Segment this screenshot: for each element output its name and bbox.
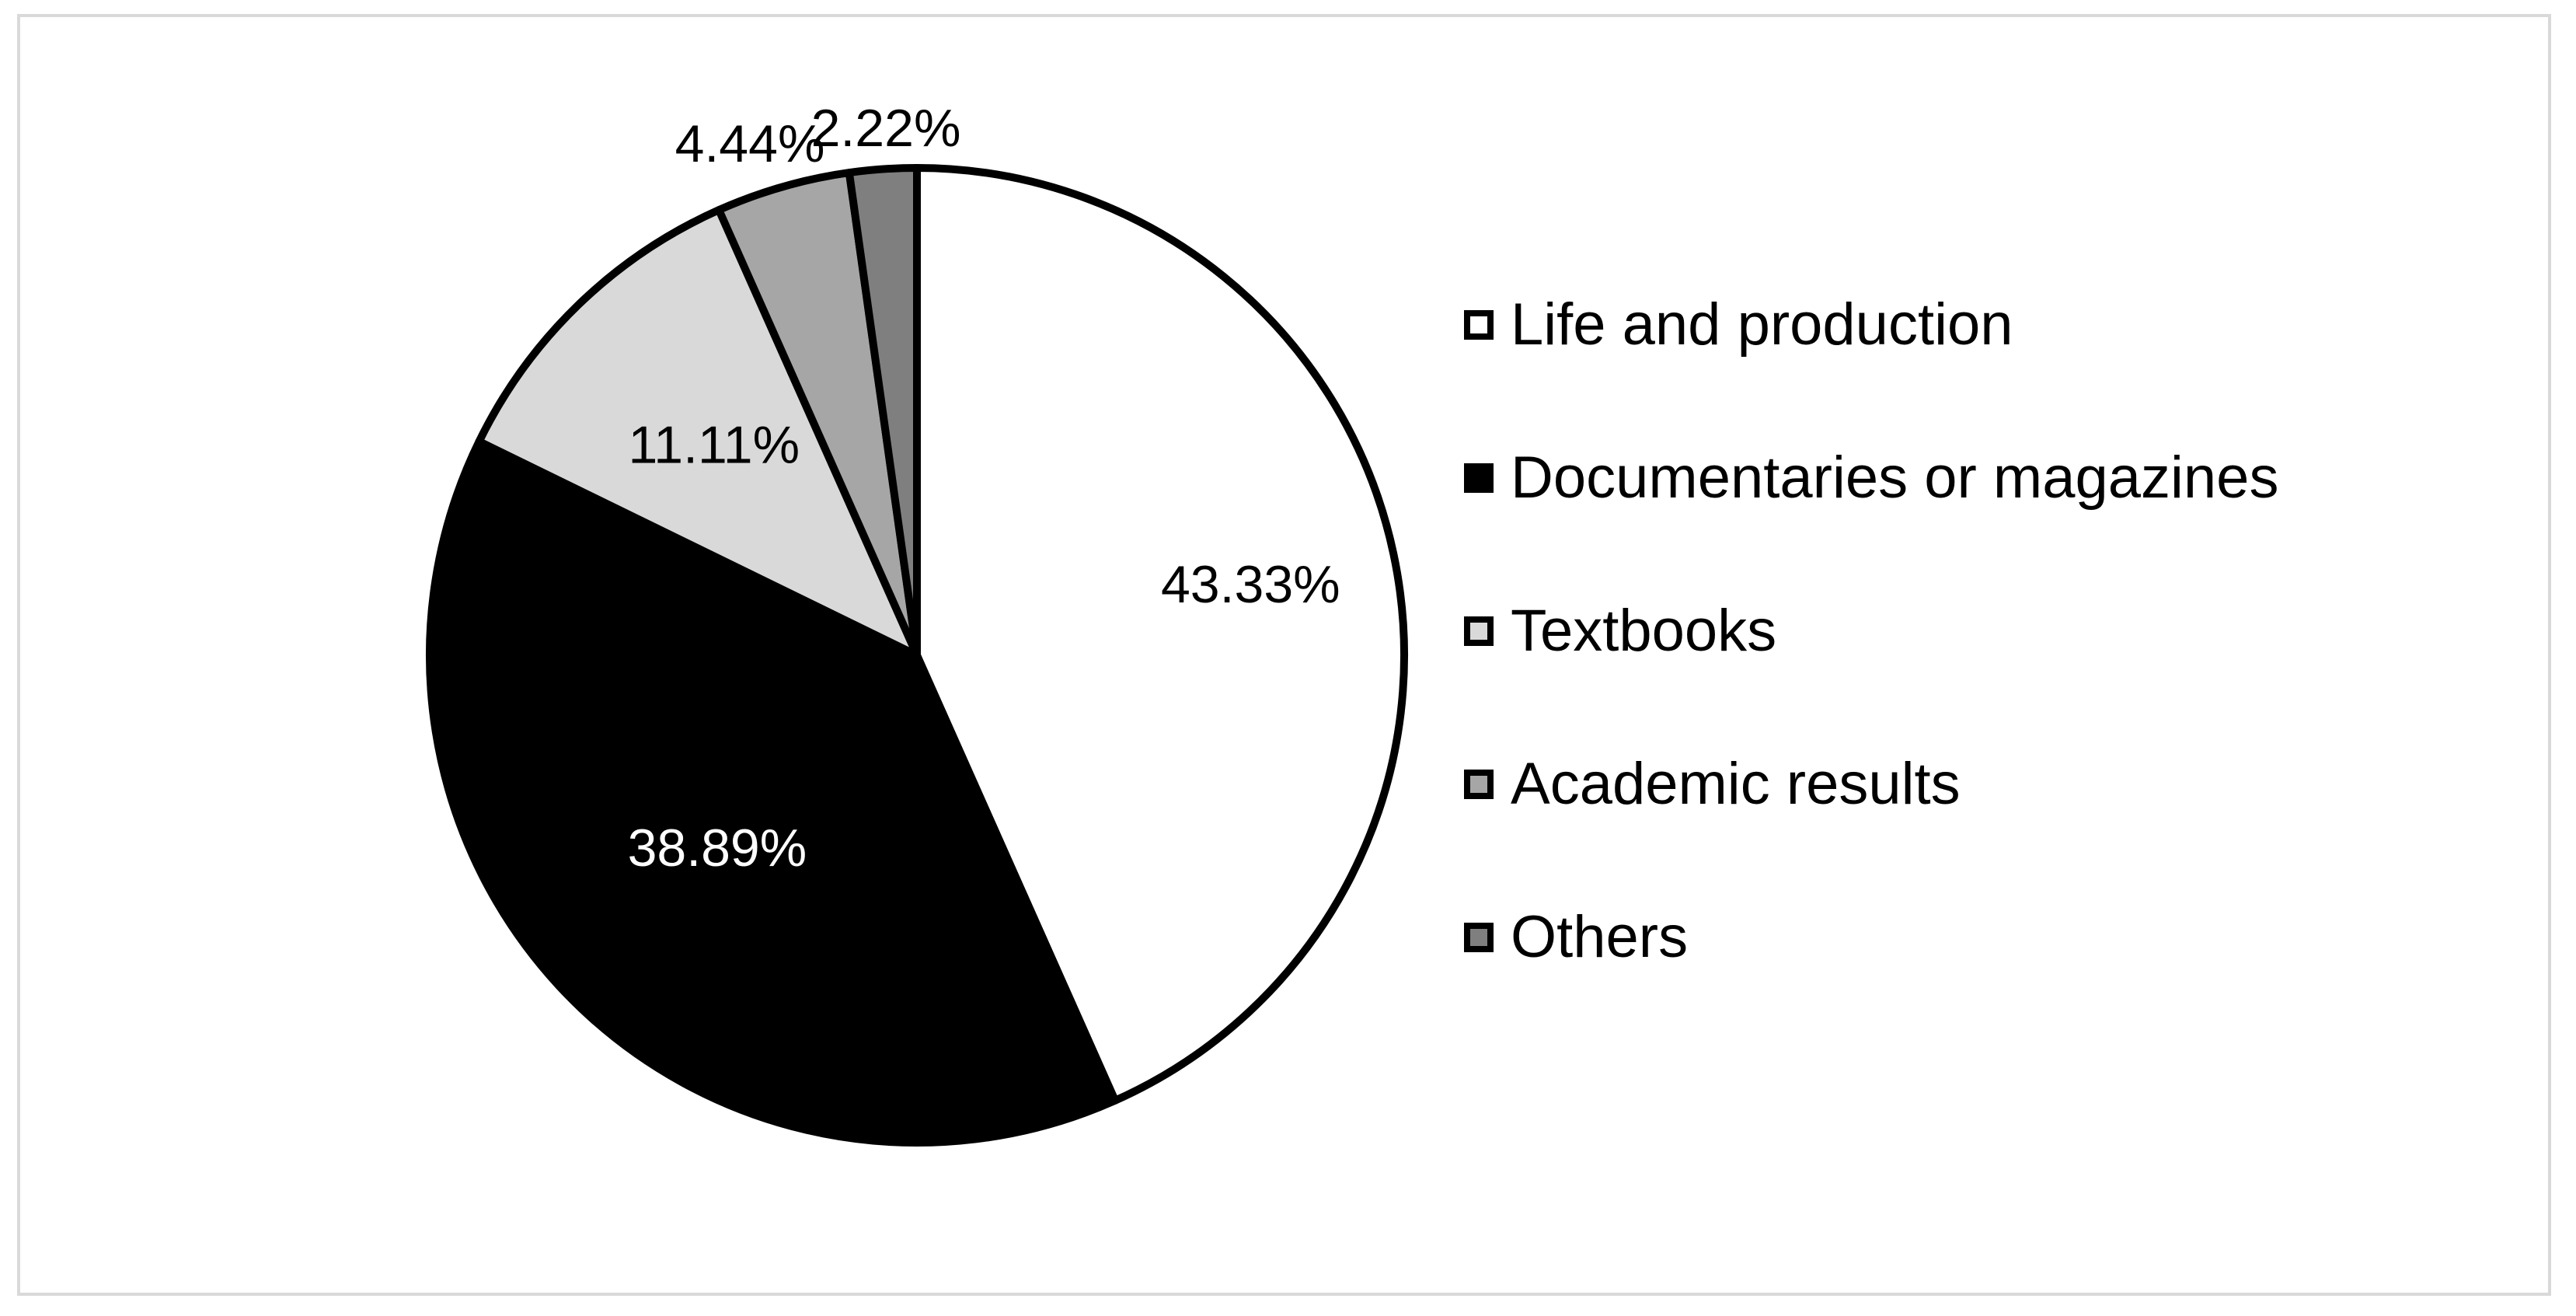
data-label-others: 2.22% (811, 99, 961, 158)
legend-label: Academic results (1511, 751, 1961, 817)
legend-swatch (1464, 923, 1494, 952)
legend-swatch (1464, 770, 1494, 799)
legend-swatch (1464, 310, 1494, 340)
pie-slice-others (845, 164, 921, 659)
legend-label: Life and production (1511, 291, 2013, 358)
legend-item-academic-results: Academic results (1464, 753, 2278, 815)
legend-label: Textbooks (1511, 598, 1777, 664)
data-label-documentaries-or-magazines: 38.89% (628, 819, 807, 878)
pie-slice-documentaries-or-magazines (426, 437, 1119, 1147)
data-label-textbooks: 11.11% (629, 415, 800, 474)
legend-item-life-and-production: Life and production (1464, 294, 2278, 356)
legend-swatch (1464, 616, 1494, 646)
pie-slice-life-and-production (913, 164, 1408, 1105)
legend-swatch (1464, 463, 1494, 493)
data-label-academic-results: 4.44% (675, 114, 825, 173)
legend-item-documentaries-or-magazines: Documentaries or magazines (1464, 447, 2278, 509)
legend-label: Documentaries or magazines (1511, 445, 2279, 511)
legend-item-textbooks: Textbooks (1464, 600, 2278, 662)
data-label-life-and-production: 43.33% (1161, 555, 1340, 614)
legend-label: Others (1511, 904, 1689, 970)
legend: Life and production Documentaries or mag… (1464, 294, 2278, 1059)
pie-slice-textbooks (475, 206, 921, 659)
legend-item-others: Others (1464, 906, 2278, 969)
